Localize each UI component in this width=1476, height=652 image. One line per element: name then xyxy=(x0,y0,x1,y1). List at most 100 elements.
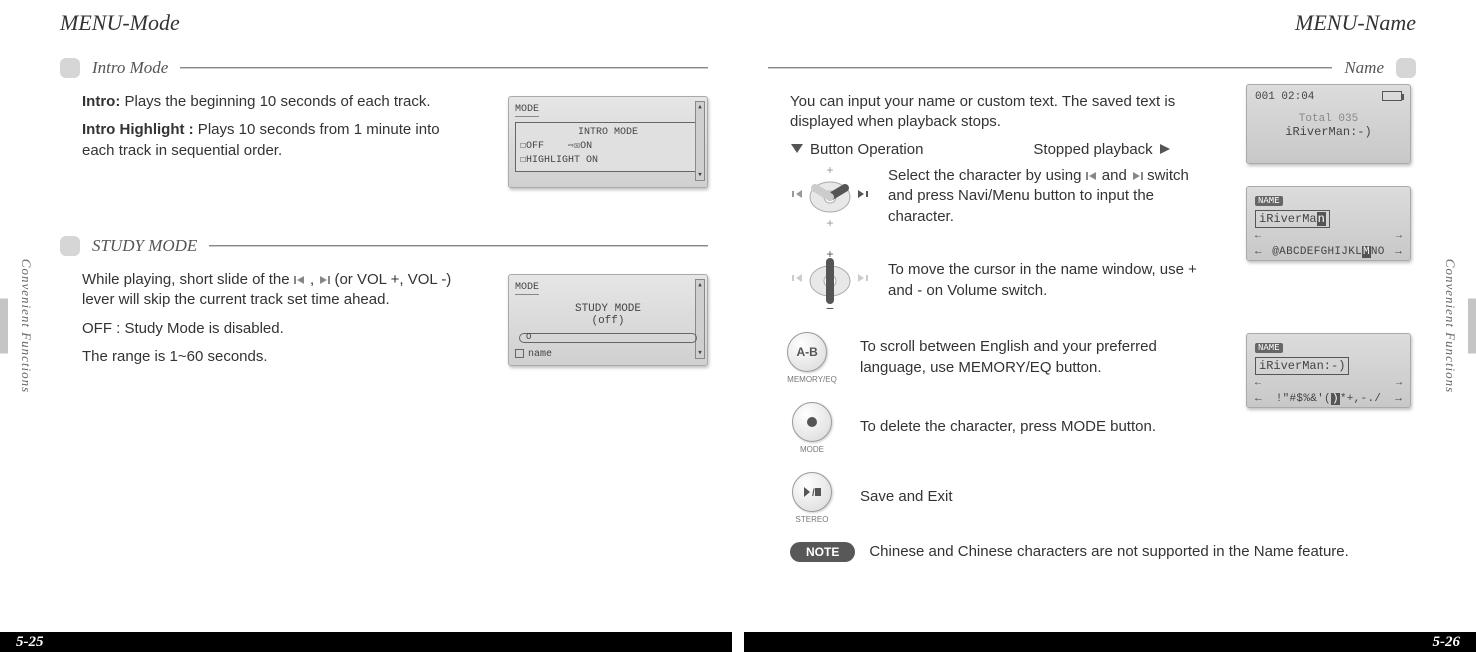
mode-sub: MODE xyxy=(792,445,832,454)
lcd-field: iRiverMan:-) xyxy=(1255,357,1349,375)
battery-icon xyxy=(1382,91,1402,101)
stopped-label: Stopped playback xyxy=(1033,141,1152,158)
section-rule xyxy=(180,67,708,69)
lcd-line2b: ☐HIGHLIGHT ON xyxy=(520,154,696,168)
section-intro-head: Intro Mode xyxy=(60,58,708,78)
study-p3: The range is 1~60 seconds. xyxy=(82,347,452,367)
prev-icon xyxy=(294,271,306,288)
lcd-chars: @ABCDEFGHIJKL xyxy=(1272,246,1362,258)
lcd-chars-pre: !"#$%&'( xyxy=(1276,393,1331,405)
page-header-right: MENU-Name xyxy=(768,10,1416,36)
note-text: Chinese and Chinese characters are not s… xyxy=(869,543,1348,560)
op1-text: Select the character by using and switch… xyxy=(888,166,1210,227)
footer-bar-right xyxy=(744,632,1476,652)
section-title-study: STUDY MODE xyxy=(80,236,209,256)
intro-p1-bold: Intro: xyxy=(82,93,120,110)
lcd-total: Total 035 xyxy=(1255,113,1402,125)
joystick-ud-icon: + − xyxy=(790,248,870,314)
prev-icon xyxy=(1086,167,1098,184)
op2-text: To move the cursor in the name window, u… xyxy=(888,260,1210,301)
section-rule xyxy=(768,67,1332,69)
op5-text: Save and Exit xyxy=(860,487,1210,507)
lcd-tag: NAME xyxy=(1255,196,1283,206)
lcd-playback: 001 02:04 Total 035 iRiverMan:-) xyxy=(1246,84,1411,164)
study-p1a: While playing, short slide of the xyxy=(82,271,294,288)
lcd-chars-post: NO xyxy=(1371,246,1385,258)
lcd-chars-hl: M xyxy=(1362,246,1371,258)
section-title-intro: Intro Mode xyxy=(80,58,180,78)
intro-p1: Intro: Plays the beginning 10 seconds of… xyxy=(82,92,452,112)
op3-text: To scroll between English and your prefe… xyxy=(860,337,1210,378)
study-p1: While playing, short slide of the , (or … xyxy=(82,270,452,311)
lcd-field: iRiverMan xyxy=(1255,210,1330,228)
lcd-inner: INTRO MODE ☐OFF ⇨☒ON ☐HIGHLIGHT ON xyxy=(515,122,701,172)
op4-text: To delete the character, press MODE butt… xyxy=(860,417,1210,437)
ab-circle: A-B xyxy=(787,332,827,372)
right-arrow-icon xyxy=(1159,143,1173,155)
lcd-mode-label: MODE xyxy=(515,282,539,295)
section-pill xyxy=(1396,58,1416,78)
side-label-left: Convenient Functions xyxy=(18,259,34,393)
section-name-head: Name xyxy=(768,58,1416,78)
lcd-scroll: ▴▾ xyxy=(695,101,705,181)
lcd-name-edit: NAME iRiverMan ←→ ← @ABCDEFGHIJKLMNO → xyxy=(1246,186,1411,261)
lcd-name-symbols: NAME iRiverMan:-) ←→ ← !"#$%&'()*+,-./ → xyxy=(1246,333,1411,408)
svg-text:/: / xyxy=(812,488,815,498)
side-label-right: Convenient Functions xyxy=(1442,259,1458,393)
page-header-left: MENU-Mode xyxy=(60,10,708,36)
lcd-line2: (off) xyxy=(515,315,701,327)
op-row-delete: MODE To delete the character, press MODE… xyxy=(782,402,1210,454)
lcd-charrow: ← @ABCDEFGHIJKLMNO → xyxy=(1255,246,1402,258)
ab-sub: MEMORY/EQ xyxy=(787,375,837,384)
svg-text:−: − xyxy=(826,300,834,314)
right-figures: 001 02:04 Total 035 iRiverMan:-) NAME iR… xyxy=(1246,84,1416,430)
note-row: NOTE Chinese and Chinese characters are … xyxy=(790,542,1416,562)
mode-button: MODE xyxy=(782,402,842,454)
name-intro: You can input your name or custom text. … xyxy=(790,92,1210,133)
lcd-name-text: iRiverMan:-) xyxy=(1255,125,1402,139)
lcd-chars-post: *+,-./ xyxy=(1340,393,1381,405)
lcd-field-cur: n xyxy=(1317,212,1326,226)
lcd-charrow: ← !"#$%&'()*+,-./ → xyxy=(1255,393,1402,405)
lcd-line2a: ☐OFF ⇨☒ON xyxy=(520,140,696,154)
study-p2: OFF : Study Mode is disabled. xyxy=(82,319,452,339)
section-study-head: STUDY MODE xyxy=(60,236,708,256)
page-num-right: 5-26 xyxy=(1423,632,1471,652)
stereo-sub: STEREO xyxy=(792,515,832,524)
op-row-move-cursor: + − To move the cursor in the name windo… xyxy=(790,248,1210,314)
intro-p2: Intro Highlight : Plays 10 seconds from … xyxy=(82,120,452,161)
playstop-button: / STEREO xyxy=(782,472,842,524)
section-pill xyxy=(60,236,80,256)
intro-p2-bold: Intro Highlight : xyxy=(82,121,194,138)
lcd-tag: NAME xyxy=(1255,343,1283,353)
mode-circle xyxy=(792,402,832,442)
lcd-scroll: ▴▾ xyxy=(695,279,705,359)
section-pill xyxy=(60,58,80,78)
next-icon xyxy=(318,271,330,288)
op-row-lang: A-B MEMORY/EQ To scroll between English … xyxy=(782,332,1210,384)
button-op-label: Button Operation xyxy=(810,141,923,158)
next-icon xyxy=(1131,167,1143,184)
lcd-study: ▴▾ MODE STUDY MODE (off) name xyxy=(508,274,708,366)
lcd-intro: ▴▾ MODE INTRO MODE ☐OFF ⇨☒ON ☐HIGHLIGHT … xyxy=(508,96,708,188)
op-row-select-char: + + Select the character by using and xyxy=(790,164,1210,230)
section-title-name: Name xyxy=(1332,58,1396,78)
operations-list: + + Select the character by using and xyxy=(790,164,1210,524)
lcd-line1: INTRO MODE xyxy=(520,126,696,140)
lcd-line1: STUDY MODE xyxy=(515,303,701,315)
lcd-arrows: ←→ xyxy=(1255,231,1402,242)
intro-p1-rest: Plays the beginning 10 seconds of each t… xyxy=(120,93,430,110)
footer-bar-left xyxy=(0,632,732,652)
section-rule xyxy=(209,245,708,247)
lcd-arrows: ←→ xyxy=(1255,378,1402,389)
lcd-field-text: iRiverMan:-) xyxy=(1259,359,1345,373)
lcd-mode-label: MODE xyxy=(515,104,539,117)
svg-text:+: + xyxy=(826,164,833,177)
lcd-slider xyxy=(519,333,697,343)
ab-button: A-B MEMORY/EQ xyxy=(782,332,842,384)
note-pill: NOTE xyxy=(790,542,855,562)
lcd-track: 001 02:04 xyxy=(1255,91,1314,103)
lcd-field-pre: iRiverMa xyxy=(1259,212,1317,226)
joystick-lr-icon: + + xyxy=(790,164,870,230)
lcd-foot: name xyxy=(515,349,701,360)
